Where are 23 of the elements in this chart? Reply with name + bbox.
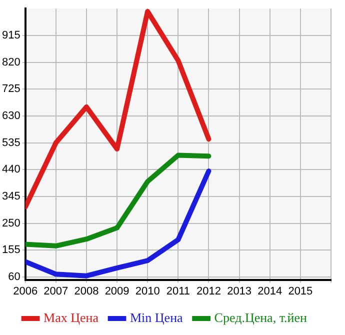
x-tick-label: 2008 (74, 285, 99, 298)
y-tick-label: 630 (2, 110, 20, 122)
y-tick-label: 725 (2, 83, 20, 96)
y-tick-label: 155 (2, 244, 20, 256)
x-tick-label: 2006 (13, 285, 38, 298)
x-tick-label: 2007 (44, 285, 68, 298)
x-tick-label: 2013 (227, 285, 252, 298)
y-tick-label: 915 (2, 29, 20, 42)
y-tick-label: 440 (2, 164, 20, 176)
x-tick-label: 2009 (104, 285, 130, 298)
legend-label: Сред.Цена, т.йен (214, 310, 308, 325)
y-tick-label: 345 (2, 190, 20, 202)
y-tick-label: 250 (2, 217, 20, 230)
x-tick-label: 2015 (288, 285, 313, 298)
x-tick-label: 2014 (258, 285, 282, 298)
legend-label: Max Цена (44, 310, 99, 325)
legend-label: Min Цена (130, 310, 184, 325)
y-tick-label: 820 (2, 56, 20, 68)
x-tick-label: 2012 (196, 285, 221, 298)
y-tick-label: 60 (8, 271, 20, 284)
x-tick-label: 2011 (166, 285, 190, 298)
x-tick-label: 2010 (135, 285, 160, 298)
y-tick-label: 535 (2, 136, 20, 149)
